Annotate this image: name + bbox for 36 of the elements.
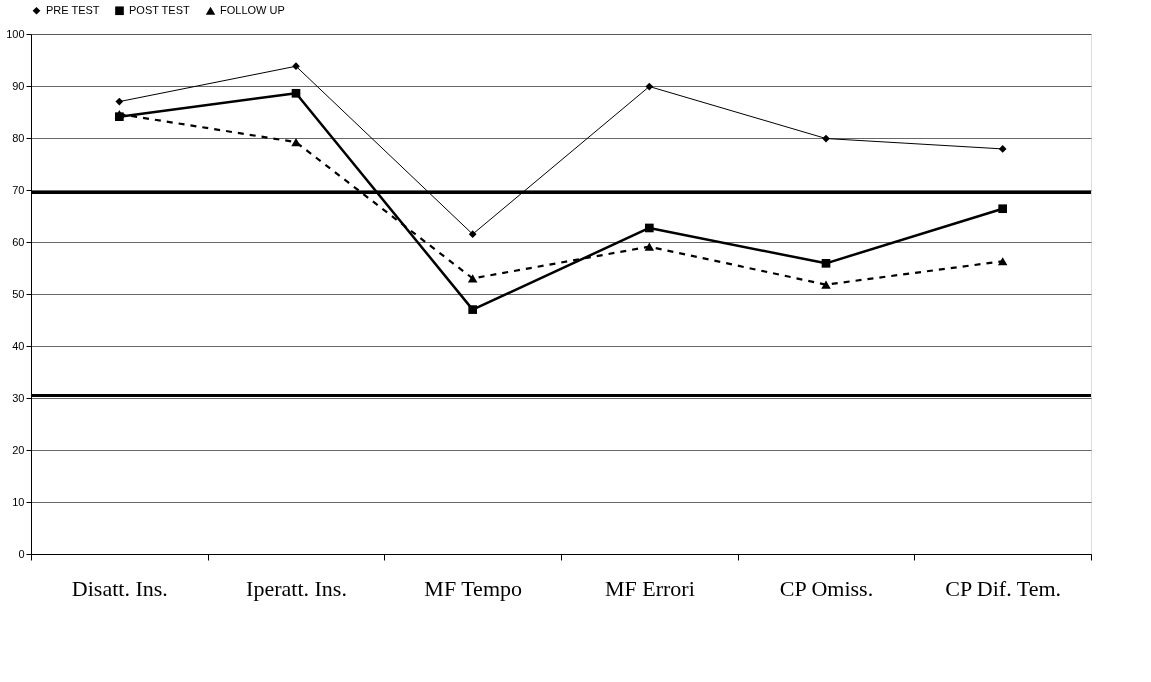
point: [291, 88, 301, 98]
legend-label: POST TEST: [129, 3, 190, 16]
point: [468, 230, 477, 239]
x-tick-label: MF Errori: [604, 575, 695, 601]
point: [822, 134, 830, 143]
y-tick-label: 100: [6, 27, 25, 40]
point: [821, 258, 831, 268]
y-tick-label: 20: [12, 443, 25, 456]
y-tick-label: 10: [12, 495, 25, 508]
point: [821, 280, 831, 289]
y-tick-label: 80: [12, 131, 25, 144]
y-tick-label: 0: [18, 547, 25, 560]
x-tick-label: Iperatt. Ins.: [246, 575, 347, 601]
y-tick-label: 30: [12, 391, 25, 404]
point: [998, 204, 1007, 214]
legend-label: FOLLOW UP: [220, 3, 285, 16]
x-tick-label: CP Omiss.: [779, 575, 874, 601]
y-tick-label: 90: [12, 79, 25, 92]
x-tick-label: Disatt. Ins.: [71, 575, 168, 601]
point: [997, 257, 1008, 266]
point: [645, 223, 654, 233]
x-tick-label: MF Tempo: [424, 575, 523, 601]
y-tick-label: 60: [12, 235, 25, 248]
y-tick-label: 50: [12, 287, 25, 300]
point: [115, 97, 124, 106]
point: [292, 62, 300, 71]
point: [291, 138, 301, 147]
point: [644, 242, 655, 251]
x-tick-label: CP Dif. Tem.: [945, 575, 1062, 601]
legend-label: PRE TEST: [46, 3, 100, 16]
point: [645, 82, 654, 91]
y-tick-label: 40: [12, 339, 25, 352]
y-tick-label: 70: [12, 183, 25, 196]
point: [467, 274, 478, 283]
point: [998, 145, 1007, 153]
point: [468, 305, 477, 314]
